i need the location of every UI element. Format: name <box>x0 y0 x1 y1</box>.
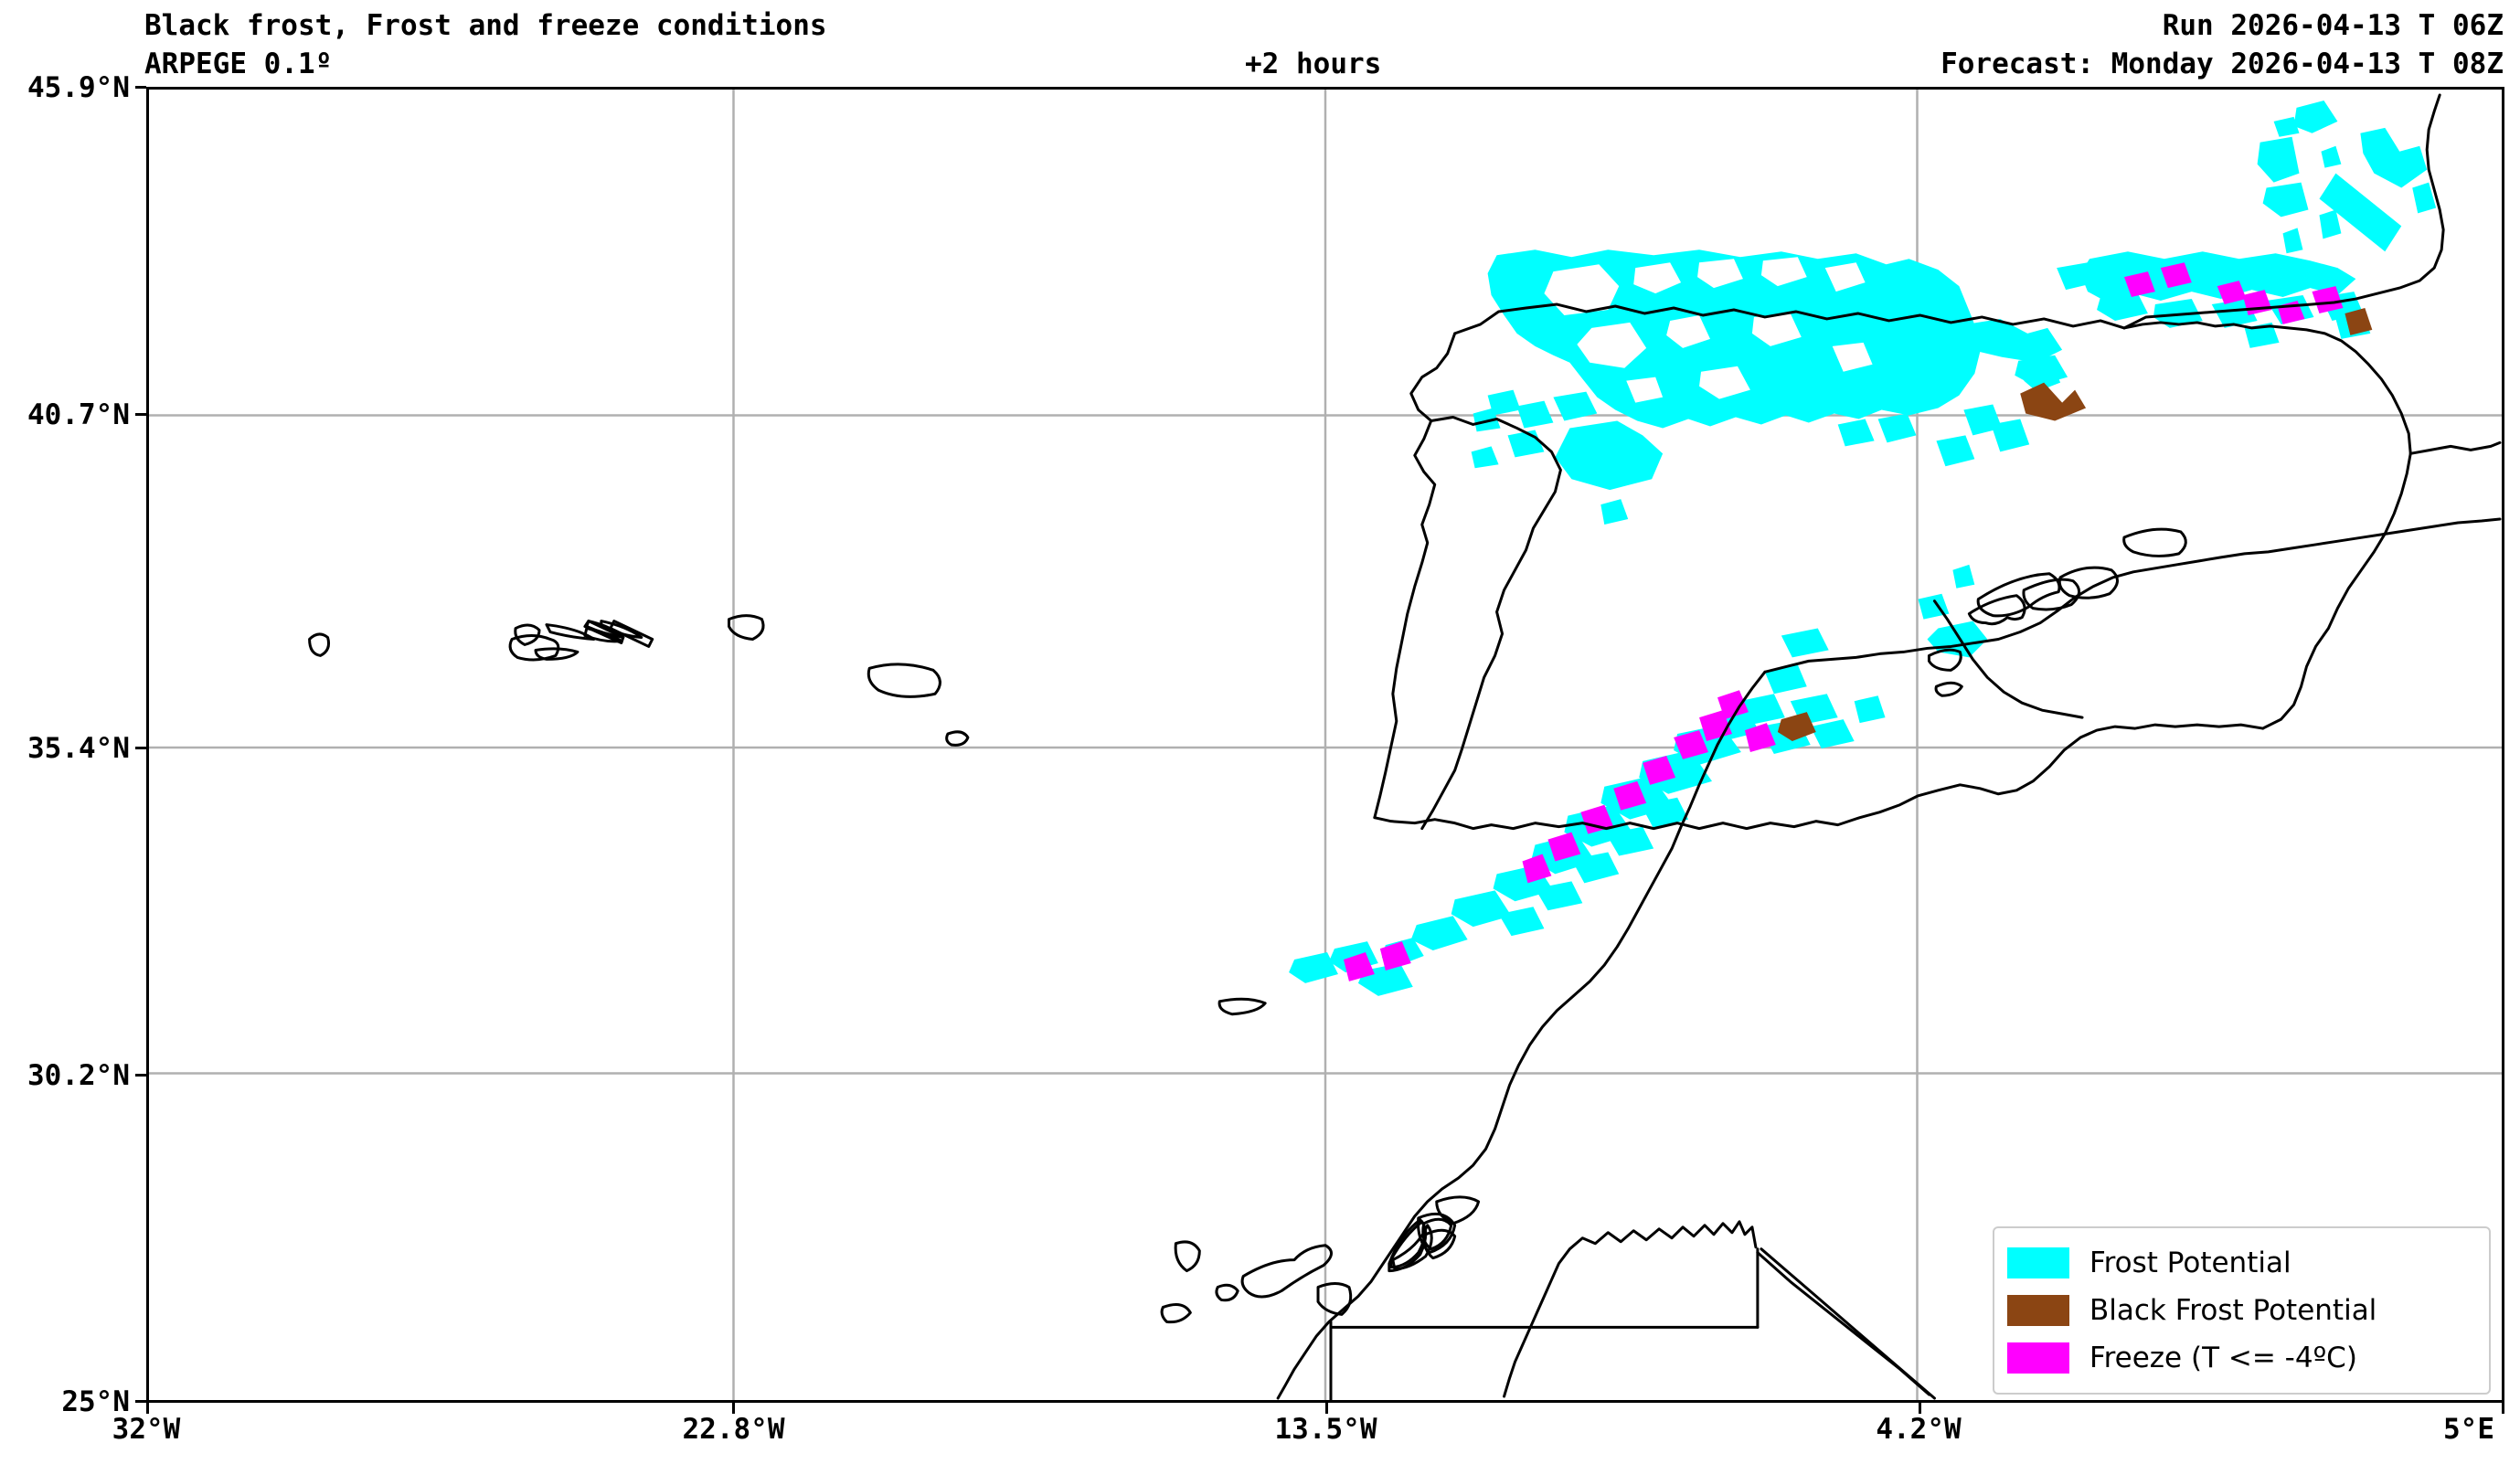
xtick-label-32w: 32°W <box>112 1413 181 1446</box>
frost-potential-field <box>1289 100 2437 996</box>
black-frost-field <box>1777 308 2373 742</box>
header-bar: Black frost, Frost and freeze conditions… <box>0 0 2520 87</box>
xtick-mark-0 <box>146 1403 149 1414</box>
ytick-mark-3 <box>135 1074 146 1077</box>
ytick-label-40-7: 40.7°N <box>27 398 130 431</box>
ytick-mark-4 <box>135 1400 146 1403</box>
legend-label-frost-potential: Frost Potential <box>2089 1246 2291 1279</box>
xtick-label-22-8w: 22.8°W <box>682 1413 785 1446</box>
legend-item-freeze[interactable]: Freeze (T <= -4ºC) <box>2007 1334 2474 1382</box>
legend-label-black-frost-potential: Black Frost Potential <box>2089 1293 2377 1327</box>
ytick-mark-0 <box>135 86 146 89</box>
coastlines <box>308 93 2502 1400</box>
xtick-label-4-2w: 4.2°W <box>1876 1413 1962 1446</box>
ytick-mark-2 <box>135 747 146 749</box>
model-label: ARPEGE 0.1º <box>144 48 333 80</box>
ytick-mark-1 <box>135 413 146 416</box>
legend-label-freeze: Freeze (T <= -4ºC) <box>2089 1341 2357 1374</box>
legend-swatch-black-frost-potential <box>2007 1295 2069 1326</box>
xtick-label-13-5w: 13.5°W <box>1274 1413 1377 1446</box>
ytick-label-45-9: 45.9°N <box>27 71 130 104</box>
xtick-mark-2 <box>1325 1403 1328 1414</box>
legend-swatch-frost-potential <box>2007 1247 2069 1278</box>
map-legend[interactable]: Frost Potential Black Frost Potential Fr… <box>1993 1226 2491 1395</box>
legend-item-black-frost-potential[interactable]: Black Frost Potential <box>2007 1287 2474 1334</box>
legend-swatch-freeze <box>2007 1342 2069 1374</box>
xtick-label-5e: 5°E <box>2443 1413 2494 1446</box>
xtick-mark-1 <box>732 1403 735 1414</box>
ytick-label-25: 25°N <box>61 1385 130 1418</box>
ytick-label-35-4: 35.4°N <box>27 732 130 765</box>
xtick-mark-4 <box>2502 1403 2504 1414</box>
legend-item-frost-potential[interactable]: Frost Potential <box>2007 1239 2474 1287</box>
map-canvas <box>149 90 2502 1400</box>
forecast-timestamp: Forecast: Monday 2026-04-13 T 08Z <box>1941 48 2504 80</box>
xtick-mark-3 <box>1919 1403 1921 1414</box>
map-plot-area[interactable] <box>146 87 2504 1403</box>
ytick-label-30-2: 30.2°N <box>27 1059 130 1092</box>
run-timestamp: Run 2026-04-13 T 06Z <box>2162 9 2504 42</box>
lead-time-label: +2 hours <box>1245 48 1382 80</box>
page-title: Black frost, Frost and freeze conditions <box>144 9 827 42</box>
